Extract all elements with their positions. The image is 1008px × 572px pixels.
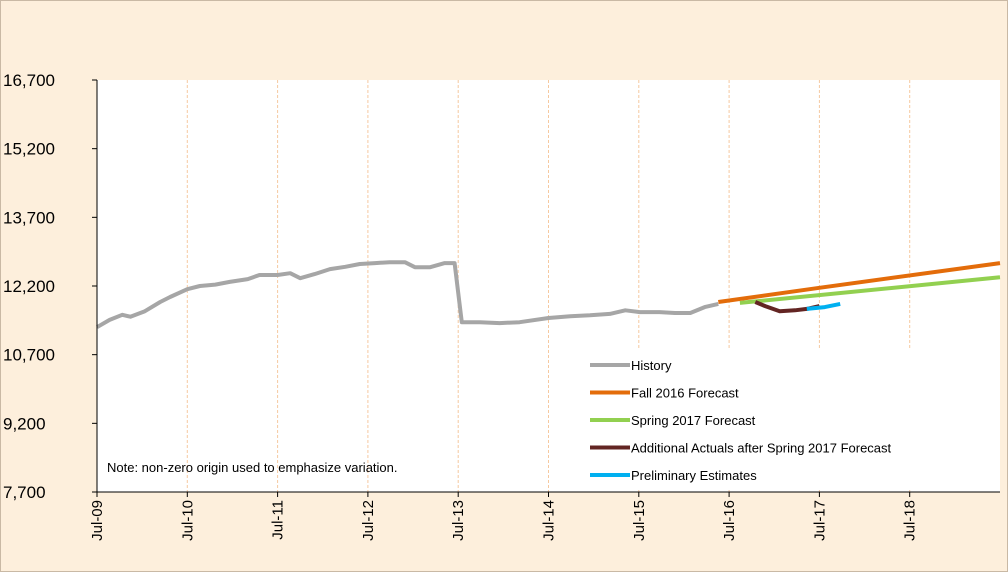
x-tick-label: Jul-15 xyxy=(631,500,648,541)
legend-label: Fall 2016 Forecast xyxy=(631,386,739,401)
x-tick-label: Jul-17 xyxy=(811,500,828,541)
series-line xyxy=(806,301,841,311)
y-tick-label: 13,700 xyxy=(3,208,55,227)
series-line xyxy=(739,275,1001,305)
x-tick-label: Jul-16 xyxy=(721,500,738,541)
series-line xyxy=(95,260,719,329)
axes: Jul-09 Jul-10 Jul-11 Jul-12 Jul-13 Jul-14 Jul-… xyxy=(3,71,1000,541)
legend-label: Additional Actuals after Spring 2017 For… xyxy=(631,441,892,456)
x-tick-label: Jul-11 xyxy=(270,500,287,540)
y-tick-label: 12,200 xyxy=(3,277,55,296)
x-tick-label: Jul-09 xyxy=(89,500,106,541)
series-line xyxy=(718,261,1001,304)
legend-label: Spring 2017 Forecast xyxy=(631,413,756,428)
y-tick-label: 15,200 xyxy=(3,140,55,159)
x-tick-label: Jul-13 xyxy=(450,500,467,541)
y-tick-label: 16,700 xyxy=(3,71,55,90)
legend-entries: History Fall 2016 Forecast Spring 2017 For… xyxy=(590,358,892,483)
x-tick-label: Jul-12 xyxy=(360,500,377,541)
legend-label: History xyxy=(631,358,672,373)
legend-label: Preliminary Estimates xyxy=(631,468,757,483)
legend xyxy=(582,350,982,490)
lines xyxy=(95,260,1001,329)
y-tick-label: 10,700 xyxy=(3,346,55,365)
x-tick-label: Jul-14 xyxy=(541,500,558,541)
x-tick-label: Jul-18 xyxy=(902,500,919,541)
y-tick-label: 9,200 xyxy=(3,414,46,433)
note: Note: non-zero origin used to emphasize … xyxy=(107,460,398,475)
x-tick-label: Jul-10 xyxy=(179,500,196,541)
y-tick-label: 7,700 xyxy=(3,483,46,502)
